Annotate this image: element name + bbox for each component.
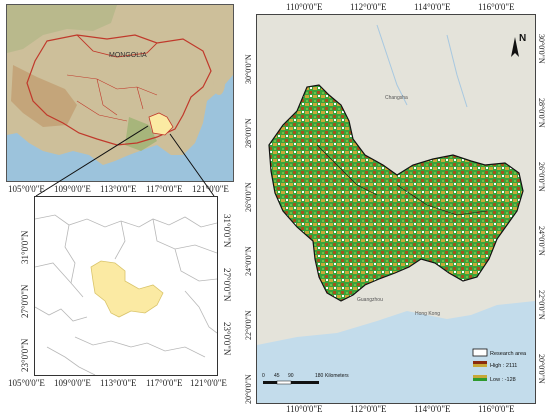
legend-low-swatch-b [473, 378, 487, 381]
detail-research-area [90, 260, 164, 318]
main-y-tick-right-0: 30°0'0"N [537, 34, 546, 64]
main-internal-boundaries [316, 144, 488, 216]
main-y-tick-left-0: 30°0'0"N [244, 54, 253, 84]
detail-x-tick-bottom-1: 109°0'0"E [54, 378, 91, 388]
north-label: N [519, 33, 526, 44]
main-x-tick-top-3: 116°0'0"E [478, 2, 515, 12]
legend-high-swatch-a [473, 361, 487, 364]
detail-y-tick-2: 23°0'0"N [20, 338, 30, 372]
main-x-tick-bottom-2: 114°0'0"E [414, 404, 451, 414]
scale-tick-1: 45 [274, 373, 280, 379]
overview-map: MONGOLIA [6, 4, 234, 182]
main-y-tick-right-3: 24°0'0"N [537, 226, 546, 256]
detail-x-tick-bottom-4: 121°0'0"E [190, 378, 227, 388]
scale-tick-2: 90 [288, 373, 294, 379]
overview-mongolia-border [76, 34, 158, 58]
main-rivers [376, 24, 468, 108]
detail-x-tick-bottom-2: 113°0'0"E [100, 378, 137, 388]
main-map-svg: Changsha Hong Kong Guangzhou N 0 45 90 1… [257, 15, 535, 403]
main-x-tick-top-0: 110°0'0"E [286, 2, 323, 12]
overview-map-svg: MONGOLIA [7, 5, 233, 181]
main-y-tick-left-1: 28°0'0"N [244, 118, 253, 148]
legend-low-label: Low : -128 [490, 377, 516, 383]
detail-y-tick-0: 31°0'0"N [20, 230, 30, 264]
main-x-tick-bottom-0: 110°0'0"E [286, 404, 323, 414]
overview-mongolia-label: MONGOLIA [109, 52, 147, 59]
overview-province-borders [66, 74, 158, 122]
detail-y-tick-right-1: 27°0'0"N [222, 268, 232, 302]
main-research-area [268, 84, 524, 302]
detail-y-tick-right-0: 31°0'0"N [222, 214, 232, 248]
scale-tick-0: 0 [262, 373, 265, 379]
overview-japan [213, 71, 225, 95]
detail-province-borders [35, 214, 217, 375]
north-arrow: N [511, 33, 526, 57]
main-x-tick-bottom-1: 112°0'0"E [350, 404, 387, 414]
legend-low-swatch-a [473, 375, 487, 378]
detail-inset-svg [35, 214, 217, 375]
detail-y-tick-1: 27°0'0"N [20, 284, 30, 318]
detail-x-tick-bottom-3: 117°0'0"E [146, 378, 183, 388]
main-sea [257, 301, 535, 403]
main-y-tick-left-3: 24°0'0"N [244, 246, 253, 276]
detail-x-tick-1: 109°0'0"E [54, 184, 91, 194]
main-label-changsha: Changsha [385, 95, 408, 101]
main-map: Changsha Hong Kong Guangzhou N 0 45 90 1… [256, 14, 536, 404]
main-y-tick-left-5: 20°0'0"N [244, 374, 253, 404]
legend-research-label: Research area [490, 351, 527, 357]
main-x-tick-bottom-3: 116°0'0"E [478, 404, 515, 414]
detail-x-tick-3: 117°0'0"E [146, 184, 183, 194]
detail-x-tick-2: 113°0'0"E [100, 184, 137, 194]
detail-x-tick-bottom-0: 105°0'0"E [8, 378, 45, 388]
main-x-tick-top-2: 114°0'0"E [414, 2, 451, 12]
main-y-tick-left-4: 22°0'0"N [244, 310, 253, 340]
main-label-guangzhou: Guangzhou [357, 297, 383, 303]
main-y-tick-right-1: 28°0'0"N [537, 98, 546, 128]
scale-tick-3: 180 [315, 373, 324, 379]
scale-bar: 0 45 90 180 Kilometers [262, 373, 349, 385]
main-y-tick-right-2: 26°0'0"N [537, 162, 546, 192]
detail-x-tick-4: 121°0'0"E [192, 184, 229, 194]
main-x-tick-top-1: 112°0'0"E [350, 2, 387, 12]
main-y-tick-left-2: 26°0'0"N [244, 182, 253, 212]
overview-research-area [148, 112, 174, 136]
scale-unit: Kilometers [325, 373, 349, 379]
detail-y-tick-right-2: 23°0'0"N [222, 322, 232, 356]
main-y-tick-right-4: 22°0'0"N [537, 290, 546, 320]
legend-high-swatch-b [473, 364, 487, 367]
overview-china-border [26, 34, 212, 146]
main-label-hong-kong: Hong Kong [415, 311, 440, 317]
detail-x-tick-0: 105°0'0"E [8, 184, 45, 194]
overview-taiwan [189, 122, 197, 136]
main-y-tick-right-5: 20°0'0"N [537, 354, 546, 384]
detail-inset-map [34, 196, 218, 376]
legend-research-swatch [472, 348, 488, 357]
overview-north-land [7, 5, 117, 53]
legend-high-label: High : 2111 [490, 363, 517, 369]
legend: Research area High : 2111 Low : -128 [472, 348, 527, 383]
